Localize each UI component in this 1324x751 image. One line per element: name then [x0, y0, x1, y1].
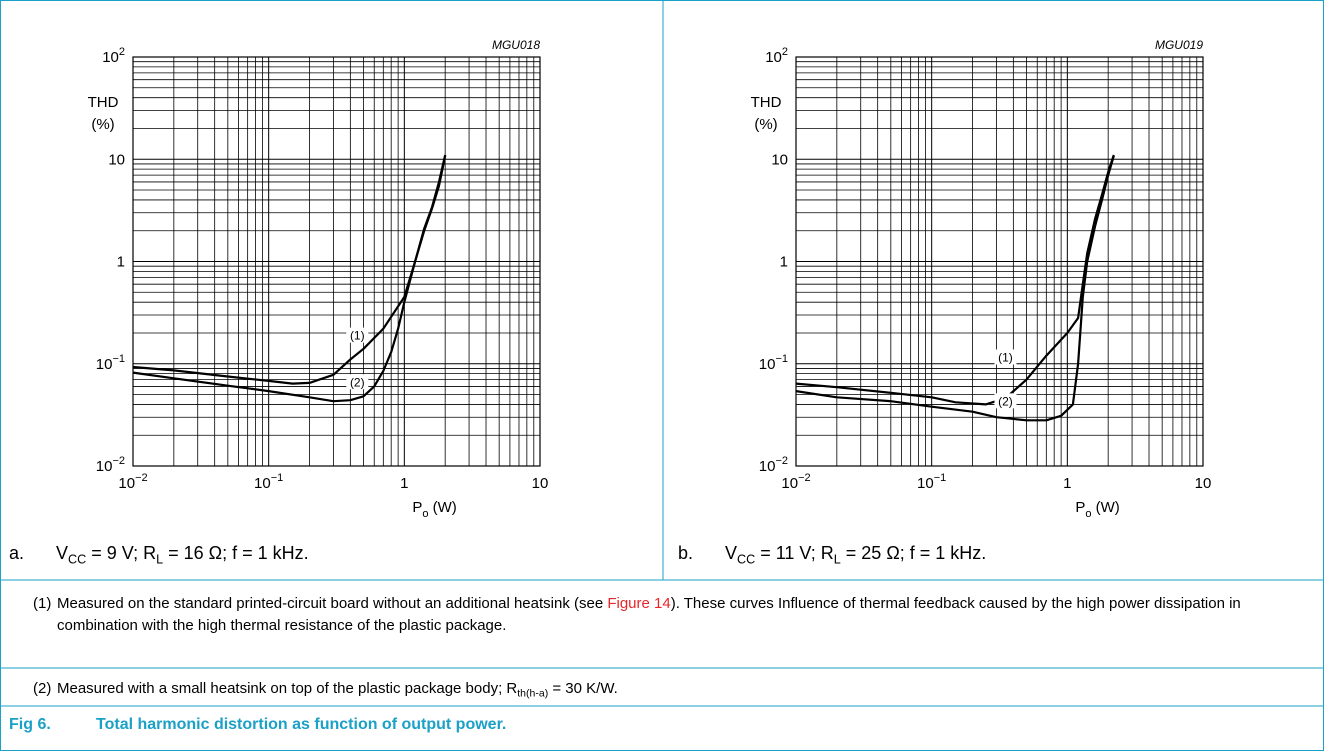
panel-b: MGU019 102 10 1 10−1 10−2 10−2 10−1 1 10 THD (%) Po … — [663, 0, 1324, 580]
chart-a-x-tick-label: 1 — [400, 475, 408, 492]
chart-b-curve-label-2: (2) — [998, 394, 1013, 408]
chart-a-curve-label-2: (2) — [350, 375, 365, 389]
chart-b-y-tick-label: 10 — [771, 151, 788, 168]
chart-b-x-tick-label: 1 — [1063, 475, 1071, 492]
chart-b-curve-label-bg — [994, 393, 1017, 409]
chart-a-y-tick-label: 1 — [117, 254, 125, 271]
caption-b-v-sub: CC — [737, 552, 756, 567]
thd-chart-a: MGU018 102 10 1 10−1 10−210−2 10−1 1 10 THD (%) Po … — [88, 38, 549, 520]
caption-a-letter: a. — [9, 543, 25, 563]
chart-a-y-tick-label: 10−2 — [96, 455, 125, 475]
chart-a-y-tick-label: 102 — [102, 46, 125, 66]
chart-a-curve-label-1: (1) — [350, 329, 365, 343]
chart-a-curve-label-bg — [346, 327, 369, 343]
note-1: (1) Measured on the standard printed-cir… — [33, 593, 1303, 659]
panel-a: MGU018 102 10 1 10−1 10−2 10−2 10−1 1 10 THD (%) Po … — [0, 0, 663, 580]
caption-a-r-sub: L — [156, 552, 164, 567]
caption-b-v: V — [725, 543, 738, 563]
chart-b-curve-label-1: (1) — [998, 351, 1013, 365]
note-1-number: (1) — [33, 595, 52, 612]
chart-b-y-tick-label: 102 — [765, 46, 788, 66]
note-1-pre: Measured on the standard printed-circuit… — [57, 595, 608, 612]
chart-a-x-axis-label: Po (W) — [412, 499, 456, 520]
chart-a-x-tick-label: 10−1 — [254, 472, 283, 492]
chart-b-plot-frame — [795, 56, 1204, 467]
caption-a-v-sub: CC — [68, 552, 87, 567]
note-2-number: (2) — [33, 680, 52, 697]
chart-b-x-tick-label: 10−1 — [917, 472, 946, 492]
chart-b-y-axis-label: THD — [751, 94, 782, 111]
chart-b-x-axis-label: Po (W) — [1075, 499, 1119, 520]
chart-a-y-axis-label: (%) — [91, 116, 114, 133]
caption-b-vval: = 11 V; R — [755, 543, 834, 563]
chart-a-x-tick-label: 10 — [532, 475, 549, 492]
chart-a-plot-frame — [132, 56, 541, 467]
chart-b-curve-2 — [795, 155, 1115, 422]
chart-b-curve-label-bg — [994, 349, 1017, 365]
note-1-post: ). These curves Influence of thermal fee… — [57, 595, 1241, 634]
chart-b-x-tick-label: 10−2 — [781, 472, 810, 492]
chart-a-curve-2 — [132, 155, 447, 403]
caption-b: b. VCC = 11 V; RL = 25 Ω; f = 1 kHz. — [678, 543, 987, 567]
chart-b-curve-1 — [795, 154, 1115, 406]
caption-a-v: V — [56, 543, 69, 563]
chart-a-y-tick-label: 10−1 — [96, 353, 125, 373]
chart-a-y-axis-label: THD — [88, 94, 119, 111]
chart-b-y-axis-label: (%) — [754, 116, 777, 133]
chart-b-y-tick-label: 1 — [780, 254, 788, 271]
caption-a-rest: = 16 Ω; f = 1 kHz. — [163, 543, 309, 563]
note-2-text: Measured with a small heatsink on top of… — [57, 678, 618, 700]
caption-a: a. VCC = 9 V; RL = 16 Ω; f = 1 kHz. — [9, 543, 309, 567]
chart-b-x-tick-label: 10 — [1195, 475, 1212, 492]
note-2-pre: Measured with a small heatsink on top of… — [57, 680, 518, 697]
figure-title: Fig 6. Total harmonic distortion as funct… — [9, 716, 506, 734]
figure-label: Fig 6. — [9, 716, 51, 733]
note-2-post: = 30 K/W. — [548, 680, 618, 697]
note-2: (2) Measured with a small heatsink on to… — [33, 678, 1303, 700]
chart-b-y-tick-label: 10−1 — [759, 353, 788, 373]
note-1-text: Measured on the standard printed-circuit… — [57, 593, 1297, 637]
figure-title-text: Total harmonic distortion as function of… — [96, 716, 507, 733]
caption-b-r-sub: L — [833, 552, 841, 567]
caption-b-letter: b. — [678, 543, 694, 563]
chart-b-y-tick-label: 10−2 — [759, 455, 788, 475]
chart-b-id-label: MGU019 — [1155, 38, 1203, 52]
thd-chart-b: MGU019 102 10 1 10−1 10−210−2 10−1 1 10 THD (%) Po … — [751, 38, 1212, 520]
figure-14-link[interactable]: Figure 14 — [607, 595, 671, 612]
chart-a-y-tick-label: 10 — [108, 151, 125, 168]
chart-a-curve-label-bg — [346, 374, 369, 390]
caption-a-vval: = 9 V; R — [86, 543, 157, 563]
chart-a-id-label: MGU018 — [492, 38, 540, 52]
chart-a-x-tick-label: 10−2 — [118, 472, 147, 492]
caption-b-rest: = 25 Ω; f = 1 kHz. — [840, 543, 987, 563]
chart-a-grid — [132, 56, 541, 467]
note-2-sub: th(h-a) — [517, 687, 549, 700]
